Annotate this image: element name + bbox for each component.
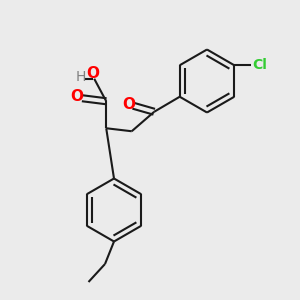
Text: O: O — [70, 89, 83, 104]
Text: O: O — [86, 66, 99, 81]
Text: Cl: Cl — [252, 58, 267, 72]
Text: O: O — [122, 97, 135, 112]
Text: H: H — [76, 70, 86, 84]
